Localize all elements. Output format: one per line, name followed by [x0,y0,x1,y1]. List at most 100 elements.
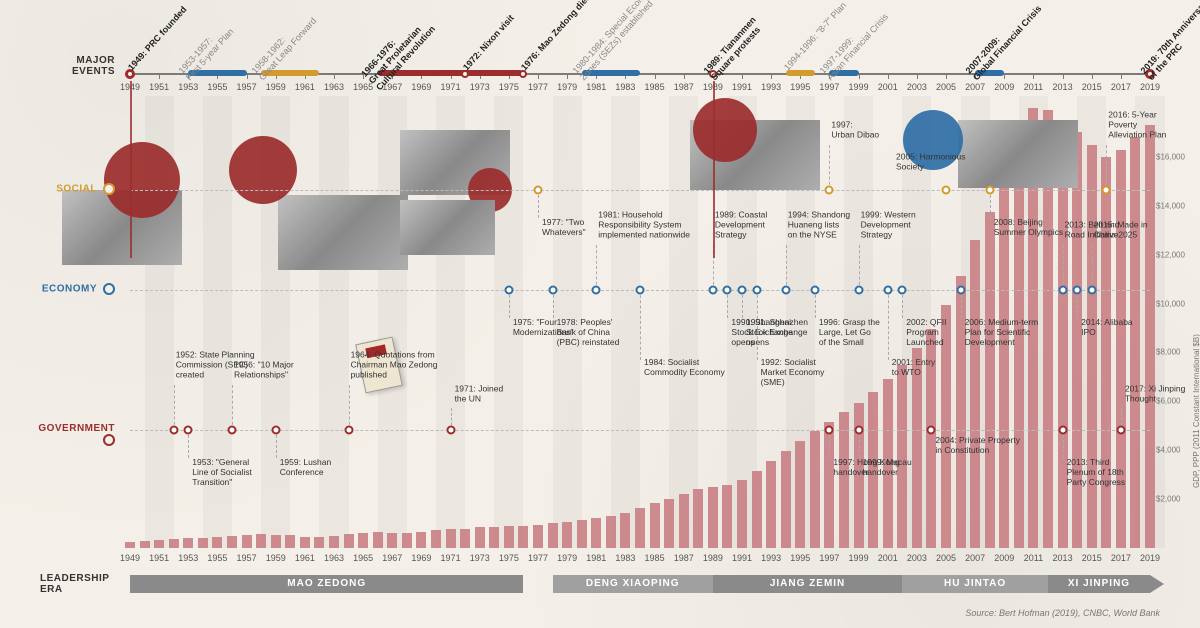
axis-year: 1973 [470,82,490,92]
economy-event-label: 2001: Entryto WTO [892,358,935,378]
gdp-bar [548,523,558,548]
gdp-bar [416,532,426,548]
gdp-bar [373,532,383,548]
government-event-label: 1956: "10 MajorRelationships" [234,360,294,380]
axis-tick [1121,73,1122,79]
accent-circle [229,136,297,204]
bottom-axis-year: 1987 [674,553,694,563]
government-event-label: 1959: LushanConference [280,458,332,478]
social-event-label: 2005: HarmoniousSociety [896,152,965,172]
government-event-node [1058,426,1067,435]
event-connector [829,145,830,190]
event-connector [1092,245,1093,290]
bottom-axis-year: 2001 [878,553,898,563]
bottom-axis-year: 1991 [732,553,752,563]
gdp-bar [664,499,674,548]
major-events-label: MAJOREVENTS [55,55,115,77]
bottom-axis-year: 1981 [586,553,606,563]
economy-event-label: 2002: QFIIProgramLaunched [906,318,946,347]
axis-year: 1997 [819,82,839,92]
event-connector [640,290,641,360]
government-event-node [927,426,936,435]
government-event-label: 1953: "GeneralLine of SocialistTransitio… [192,458,252,487]
axis-tick [946,73,947,79]
economy-event-node [548,286,557,295]
axis-year: 1975 [499,82,519,92]
axis-year: 2015 [1082,82,1102,92]
economy-event-node [810,286,819,295]
economy-event-node [738,286,747,295]
axis-tick [742,73,743,79]
bottom-axis-year: 2015 [1082,553,1102,563]
gdp-bar [125,542,135,548]
axis-year: 2017 [1111,82,1131,92]
social-lane [130,190,1150,191]
gdp-bar [431,530,441,548]
axis-year: 1957 [237,82,257,92]
axis-year: 1987 [674,82,694,92]
gdp-bar [810,431,820,548]
government-label: GOVERNMENT [30,423,115,446]
economy-event-label: 1991: ShenzhenStock Exchangeopens [746,318,808,347]
axis-tick [771,73,772,79]
axis-tick [334,73,335,79]
gdp-bar [518,526,528,548]
bottom-axis-year: 1971 [441,553,461,563]
axis-year: 1979 [557,82,577,92]
axis-year: 1971 [441,82,461,92]
historical-photo [958,120,1078,188]
social-event-node [1102,186,1111,195]
axis-year: 1951 [149,82,169,92]
government-event-node [184,426,193,435]
gdp-axis-tick-label: $14,000 [1156,201,1185,210]
source-citation: Source: Bert Hofman (2019), CNBC, World … [965,608,1160,618]
gdp-bar [154,540,164,548]
axis-year: 2009 [994,82,1014,92]
economy-event-label: 1981: HouseholdResponsibility Systemimpl… [598,211,690,240]
axis-year: 1959 [266,82,286,92]
bottom-axis-year: 1959 [266,553,286,563]
social-event-label: 1977: "TwoWhatevers" [542,218,586,238]
government-event-label: 1964: Quotations fromChairman Mao Zedong… [351,351,438,380]
economy-event-node [1087,286,1096,295]
bottom-axis-year: 1997 [819,553,839,563]
economy-event-node [1073,286,1082,295]
event-connector [1063,245,1064,290]
economy-event-label: 2006: Medium-termPlan for ScientificDeve… [965,318,1039,347]
era-segment: JIANG ZEMIN [713,575,902,593]
bottom-axis-year: 1949 [120,553,140,563]
axis-year: 2007 [965,82,985,92]
gdp-bar [781,451,791,548]
economy-event-node [708,286,717,295]
gdp-bar [285,535,295,548]
gdp-bar [314,537,324,548]
bottom-axis-year: 1965 [353,553,373,563]
major-event-label: 2007-2009:Global Financial Crisis [964,0,1044,83]
government-lane [130,430,1150,431]
economy-event-node [956,286,965,295]
economy-event-node [723,286,732,295]
economy-event-label: 1989: CoastalDevelopmentStrategy [715,211,767,240]
axis-tick [1092,73,1093,79]
major-event-label: 1972: Nixon visit [462,13,517,72]
bottom-axis-year: 1993 [761,553,781,563]
social-label: SOCIAL [30,183,115,195]
axis-tick [1033,73,1034,79]
gdp-axis-tick-label: $10,000 [1156,299,1185,308]
event-connector [232,385,233,430]
bottom-axis-year: 2005 [936,553,956,563]
government-event-label: 2004: Private Propertyin Constitution [935,436,1020,456]
gdp-bar [620,513,630,548]
era-segment: MAO ZEDONG [130,575,523,593]
government-event-node [344,426,353,435]
gdp-axis-tick-label: $2,000 [1156,495,1180,504]
gdp-bar [562,522,572,548]
leadership-era-track: MAO ZEDONGDENG XIAOPINGJIANG ZEMINHU JIN… [130,575,1164,593]
era-segment: HU JINTAO [902,575,1048,593]
axis-year: 1991 [732,82,752,92]
bottom-axis-year: 1961 [295,553,315,563]
gdp-bar [591,518,601,548]
event-connector [859,245,860,290]
bottom-axis-year: 1951 [149,553,169,563]
bottom-axis-year: 2003 [907,553,927,563]
